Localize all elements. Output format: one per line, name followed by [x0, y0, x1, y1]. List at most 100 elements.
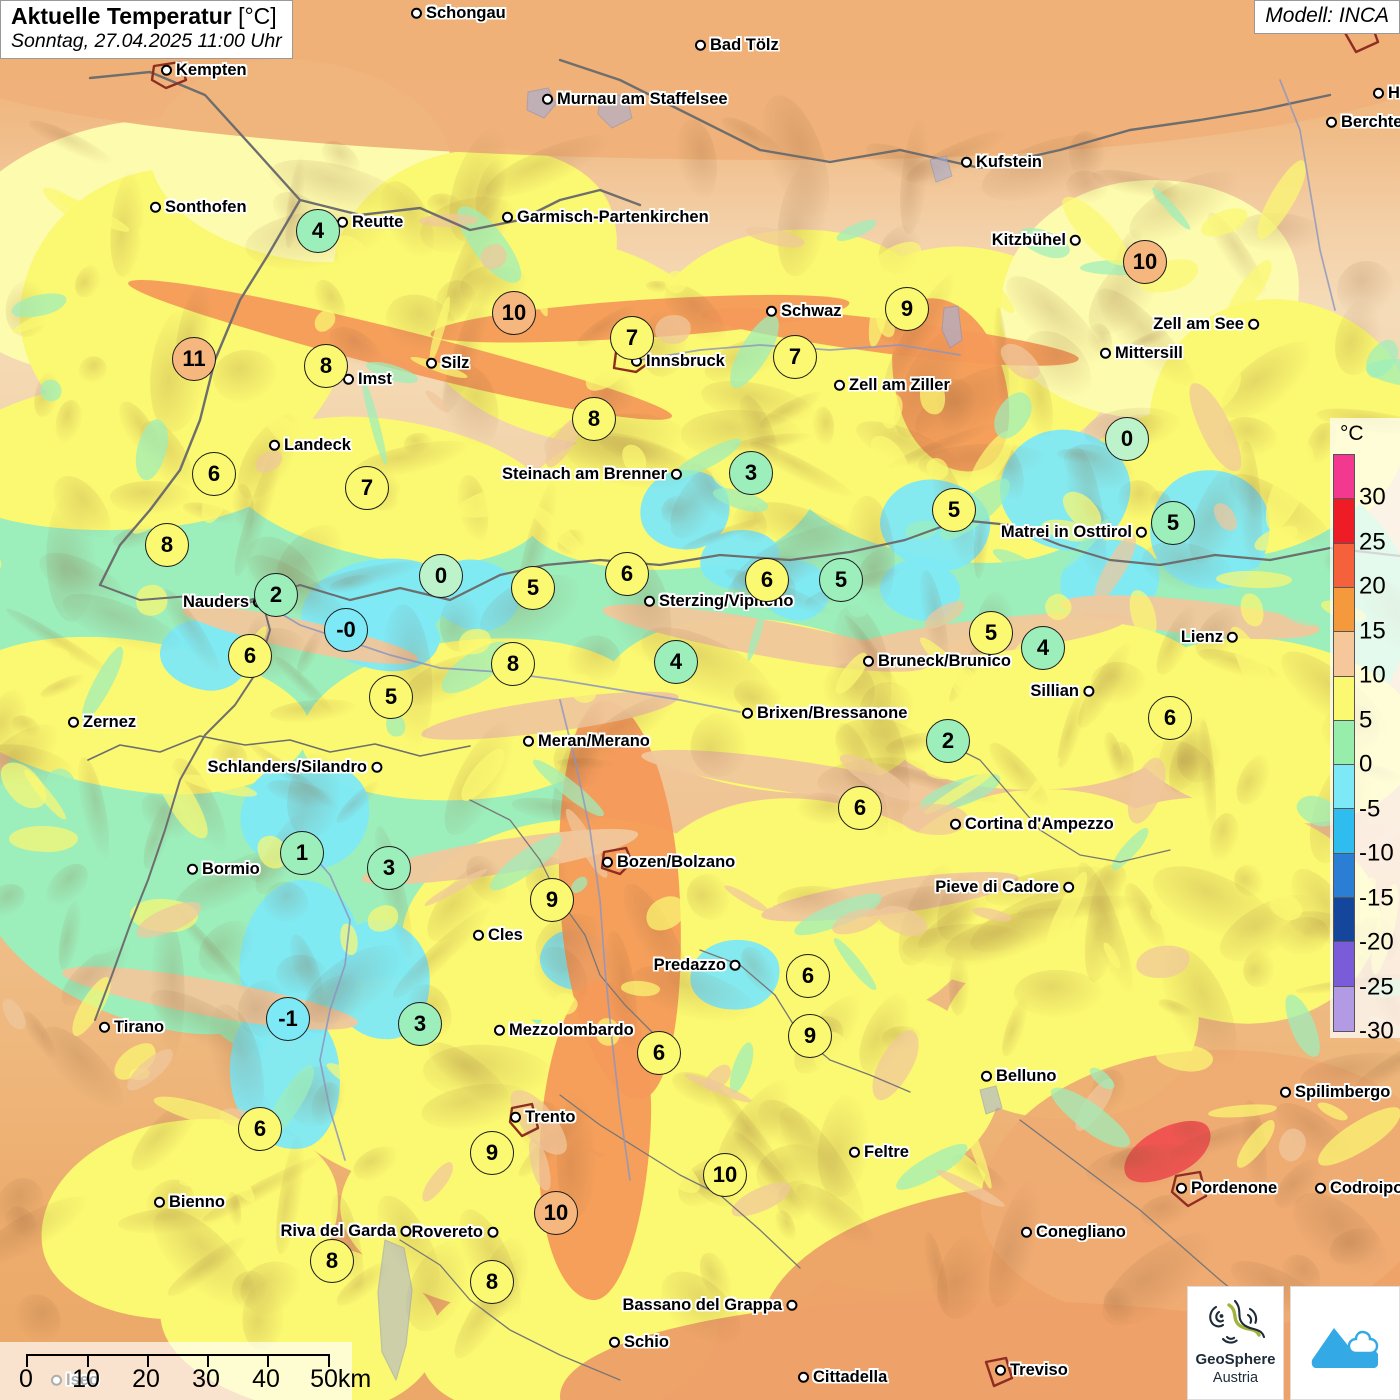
city-label: Schio [609, 1334, 669, 1351]
legend-tick-label: -5 [1359, 795, 1381, 823]
city-name: Schongau [426, 3, 506, 22]
city-dot [834, 379, 845, 391]
city-label: Pieve di Cadore [935, 879, 1074, 896]
city-dot [68, 716, 79, 728]
city-dot [1373, 87, 1384, 99]
city-name: Sonthofen [165, 197, 247, 216]
city-dot [950, 818, 961, 830]
legend-unit-label: °C [1340, 422, 1364, 445]
temperature-marker: 8 [470, 1260, 514, 1304]
temperature-marker: 3 [367, 846, 411, 890]
city-dot [1100, 347, 1111, 359]
city-name: Kufstein [976, 152, 1042, 171]
legend-color-swatch [1334, 632, 1354, 677]
city-dot [1063, 881, 1074, 893]
city-name: Schio [624, 1332, 669, 1351]
city-label: Garmisch-Partenkirchen [502, 209, 709, 226]
city-label: Reutte [337, 214, 403, 231]
city-label: Kitzbühel [992, 232, 1081, 249]
temperature-marker: 9 [470, 1131, 514, 1175]
city-dot [798, 1371, 809, 1383]
geosphere-name: GeoSphere [1195, 1351, 1276, 1369]
scale-label: 30 [192, 1365, 220, 1393]
temperature-marker: 6 [228, 634, 272, 678]
city-dot [786, 1299, 797, 1311]
city-name: Kitzbühel [991, 230, 1066, 249]
temperature-marker: 6 [605, 552, 649, 596]
city-name: Spilimbergo [1295, 1082, 1391, 1101]
city-name: Bruneck/Brunico [878, 651, 1011, 670]
city-dot [1326, 116, 1337, 128]
legend-color-swatch [1334, 765, 1354, 810]
legend-color-swatch [1334, 942, 1354, 987]
city-label: Bozen/Bolzano [602, 854, 735, 871]
mountain-cloud-icon [1311, 1328, 1379, 1368]
city-name: Pieve di Cadore [935, 877, 1059, 896]
scale-label: 10 [72, 1365, 100, 1393]
city-label: Pordenone [1176, 1180, 1277, 1197]
city-label: Belluno [981, 1068, 1057, 1085]
city-dot [981, 1070, 992, 1082]
temperature-marker: 0 [1105, 417, 1149, 461]
city-label: Kufstein [961, 154, 1042, 171]
city-label: Zernez [68, 714, 136, 731]
temperature-marker: 3 [729, 451, 773, 495]
city-name: Bozen/Bolzano [617, 852, 736, 871]
city-dot [510, 1111, 521, 1123]
temperature-marker: 10 [1123, 240, 1167, 284]
city-label: Tirano [99, 1019, 164, 1036]
temperature-legend: °C 30 25 20 15 10 5 0 -5 -10 -15 -20 -25 -30 [1330, 418, 1400, 1043]
city-label: Meran/Merano [523, 733, 650, 750]
geosphere-mark-icon [1208, 1300, 1265, 1344]
city-label: Hallein [1373, 85, 1400, 102]
city-label: Landeck [269, 437, 351, 454]
legend-tick-label: 30 [1359, 483, 1386, 511]
city-dot [995, 1364, 1006, 1376]
legend-tick-label: -10 [1359, 839, 1394, 867]
city-label: Riva del Garda [280, 1223, 411, 1240]
city-dot [1083, 685, 1094, 697]
city-label: Predazzo [654, 957, 741, 974]
city-dot [1315, 1182, 1326, 1194]
city-name: Lienz [1180, 627, 1223, 646]
temperature-marker: 8 [491, 642, 535, 686]
city-label: Imst [343, 371, 392, 388]
scale-tick [267, 1356, 269, 1367]
city-label: Codroipo [1315, 1180, 1400, 1197]
temperature-marker: 6 [786, 954, 830, 998]
temperature-marker: 9 [788, 1014, 832, 1058]
legend-tick-label: 15 [1359, 617, 1386, 645]
city-name: Bad Tölz [710, 35, 779, 54]
map-datetime: Sonntag, 27.04.2025 11:00 Uhr [11, 29, 282, 52]
legend-color-swatch [1334, 499, 1354, 544]
temperature-marker: 9 [530, 878, 574, 922]
legend-tick-label: 10 [1359, 661, 1386, 689]
temperature-marker: 5 [819, 558, 863, 602]
city-label: Feltre [849, 1144, 909, 1161]
legend-tick-label: 5 [1359, 706, 1373, 734]
city-name: Zernez [83, 712, 137, 731]
city-name: Kempten [176, 60, 247, 79]
city-name: Sillian [1030, 681, 1079, 700]
city-name: Cittadella [813, 1367, 888, 1386]
city-dot [154, 1196, 165, 1208]
legend-tick-label: -30 [1359, 1017, 1394, 1045]
city-dot [542, 93, 553, 105]
model-label: Modell: INCA [1254, 0, 1400, 34]
temperature-marker: 10 [534, 1191, 578, 1235]
scale-tick [87, 1356, 89, 1367]
city-dot [502, 211, 513, 223]
legend-tick-label: 0 [1359, 750, 1373, 778]
city-label: Cittadella [798, 1369, 887, 1386]
city-label: Brixen/Bressanone [742, 705, 907, 722]
city-dot [161, 64, 172, 76]
city-name: Schwaz [781, 301, 842, 320]
city-name: Mezzolombardo [509, 1020, 634, 1039]
city-dot [400, 1225, 411, 1237]
temperature-marker: 0 [419, 554, 463, 598]
city-dot [99, 1021, 110, 1033]
temperature-marker: 7 [773, 335, 817, 379]
city-dot [1280, 1086, 1291, 1098]
temperature-marker: 8 [145, 523, 189, 567]
